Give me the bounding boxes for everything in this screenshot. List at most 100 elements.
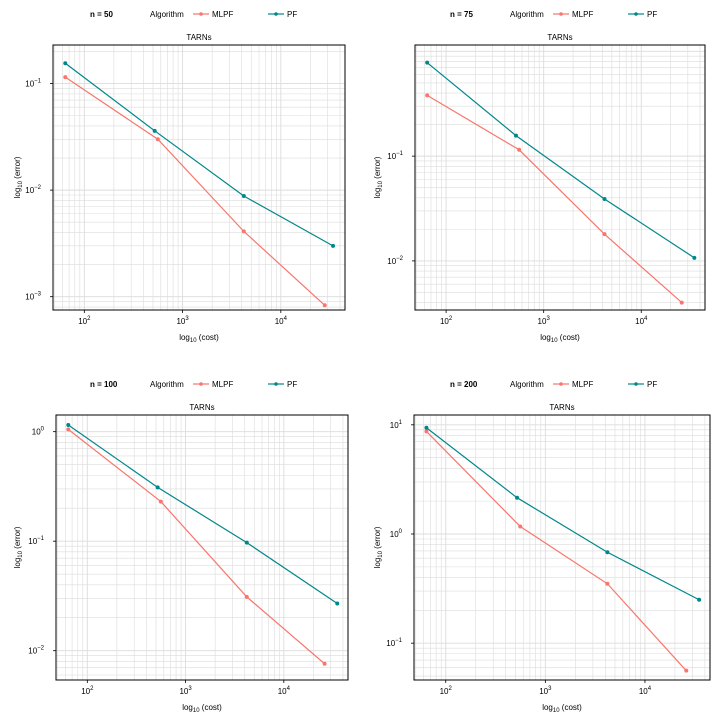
y-axis-label-subscript: 10 [18, 550, 24, 557]
legend-key-point [559, 12, 563, 16]
legend-entry: MLPF [572, 10, 593, 19]
x-tick-label: 104 [278, 686, 291, 696]
x-axis-label-subscript: 10 [193, 708, 200, 714]
x-tick-label-base: 10 [179, 687, 188, 696]
y-tick-label-base: 10 [28, 647, 37, 656]
x-axis-label-subscript: 10 [551, 338, 558, 344]
chart-title: TARNs [189, 403, 214, 412]
x-tick-label-base: 10 [635, 317, 644, 326]
x-tick-label-exponent: 3 [185, 316, 189, 322]
data-point-mlpf [241, 229, 246, 234]
y-axis-label-subscript: 10 [18, 180, 24, 187]
y-tick-label-base: 10 [386, 639, 395, 648]
x-tick-label-exponent: 2 [449, 316, 453, 322]
y-axis-label-base: log [373, 188, 382, 199]
y-tick-label-base: 10 [387, 257, 396, 266]
y-tick-label-base: 10 [25, 186, 34, 195]
y-axis-label-rest: (error) [373, 526, 382, 551]
data-point-mlpf [605, 581, 610, 586]
series-line-pf [426, 62, 695, 259]
x-axis-label-rest: (cost) [200, 703, 223, 712]
legend-key-point [199, 382, 203, 386]
y-tick-label-base: 10 [28, 537, 37, 546]
x-tick-label-exponent: 3 [188, 686, 192, 692]
x-axis-label: log10 (cost) [182, 703, 222, 714]
x-tick-label: 104 [635, 316, 648, 326]
y-tick-label: 100 [32, 427, 45, 437]
legend-entry: PF [287, 10, 297, 19]
legend-entry: MLPF [212, 380, 233, 389]
plot-frame [52, 44, 346, 311]
data-point-pf [331, 243, 336, 248]
y-tick-label-base: 10 [32, 428, 41, 437]
data-point-pf [605, 550, 610, 555]
y-axis-label-base: log [13, 188, 22, 199]
x-axis-label-rest: (cost) [560, 703, 583, 712]
y-axis-label: log10 (error) [13, 156, 24, 198]
x-tick-label-exponent: 4 [287, 686, 291, 692]
series-line-pf [67, 424, 338, 604]
chart-title: TARNs [547, 33, 572, 42]
data-point-mlpf [602, 232, 607, 237]
data-point-mlpf [66, 427, 71, 432]
x-tick-label: 102 [78, 316, 91, 326]
x-tick-label: 104 [275, 316, 288, 326]
x-tick-label-base: 10 [81, 687, 90, 696]
legend-entry: PF [647, 380, 657, 389]
x-tick-label-exponent: 2 [449, 686, 453, 692]
legend-title: Algorithm [150, 10, 184, 19]
y-tick-label-base: 10 [25, 293, 34, 302]
x-tick-label: 102 [440, 316, 453, 326]
y-tick-label-exponent: −2 [37, 646, 45, 652]
data-point-mlpf [684, 668, 689, 673]
data-point-mlpf [425, 93, 430, 98]
y-tick-label: 10−1 [28, 536, 44, 546]
y-tick-label: 10−2 [387, 256, 403, 266]
y-tick-label-base: 10 [25, 80, 34, 89]
data-point-mlpf [244, 594, 249, 599]
x-tick-label: 103 [539, 686, 552, 696]
data-point-pf [152, 128, 157, 133]
plot-frame [55, 414, 349, 681]
x-tick-label-exponent: 2 [87, 316, 91, 322]
panel-label: n = 100 [90, 380, 118, 389]
x-tick-label-base: 10 [176, 317, 185, 326]
y-axis-label-subscript: 10 [378, 550, 384, 557]
legend-key-point [559, 382, 563, 386]
y-tick-label: 10−1 [387, 151, 403, 161]
y-tick-label-exponent: 0 [399, 529, 403, 535]
y-tick-label-exponent: 1 [399, 420, 403, 426]
x-tick-label: 103 [538, 316, 551, 326]
x-tick-label-exponent: 4 [284, 316, 288, 322]
y-axis-label: log10 (error) [373, 156, 384, 198]
data-point-pf [697, 597, 702, 602]
y-tick-label: 10−1 [25, 79, 41, 89]
grid [415, 45, 705, 310]
x-tick-label-base: 10 [440, 317, 449, 326]
y-tick-label: 101 [390, 420, 403, 430]
legend-key-point [634, 12, 638, 16]
x-axis-label-base: log [179, 333, 190, 342]
y-tick-label-exponent: −2 [34, 185, 42, 191]
legend-entry: PF [647, 10, 657, 19]
data-point-pf [335, 601, 340, 606]
y-tick-label-exponent: −3 [34, 292, 42, 298]
legend-title: Algorithm [510, 380, 544, 389]
x-tick-label-exponent: 4 [648, 686, 652, 692]
x-tick-label-base: 10 [440, 687, 449, 696]
y-tick-label-exponent: 0 [41, 427, 45, 433]
data-point-mlpf [155, 137, 160, 142]
y-axis-label-base: log [373, 558, 382, 569]
x-axis-label-rest: (cost) [197, 333, 220, 342]
data-point-pf [241, 194, 246, 199]
chart-title: TARNs [549, 403, 574, 412]
grid [53, 45, 345, 310]
panel-label: n = 75 [450, 10, 473, 19]
y-tick-label: 100 [390, 529, 403, 539]
x-tick-label-base: 10 [275, 317, 284, 326]
x-tick-label-base: 10 [539, 687, 548, 696]
y-axis-label-rest: (error) [373, 156, 382, 181]
series-line-pf [64, 62, 334, 247]
